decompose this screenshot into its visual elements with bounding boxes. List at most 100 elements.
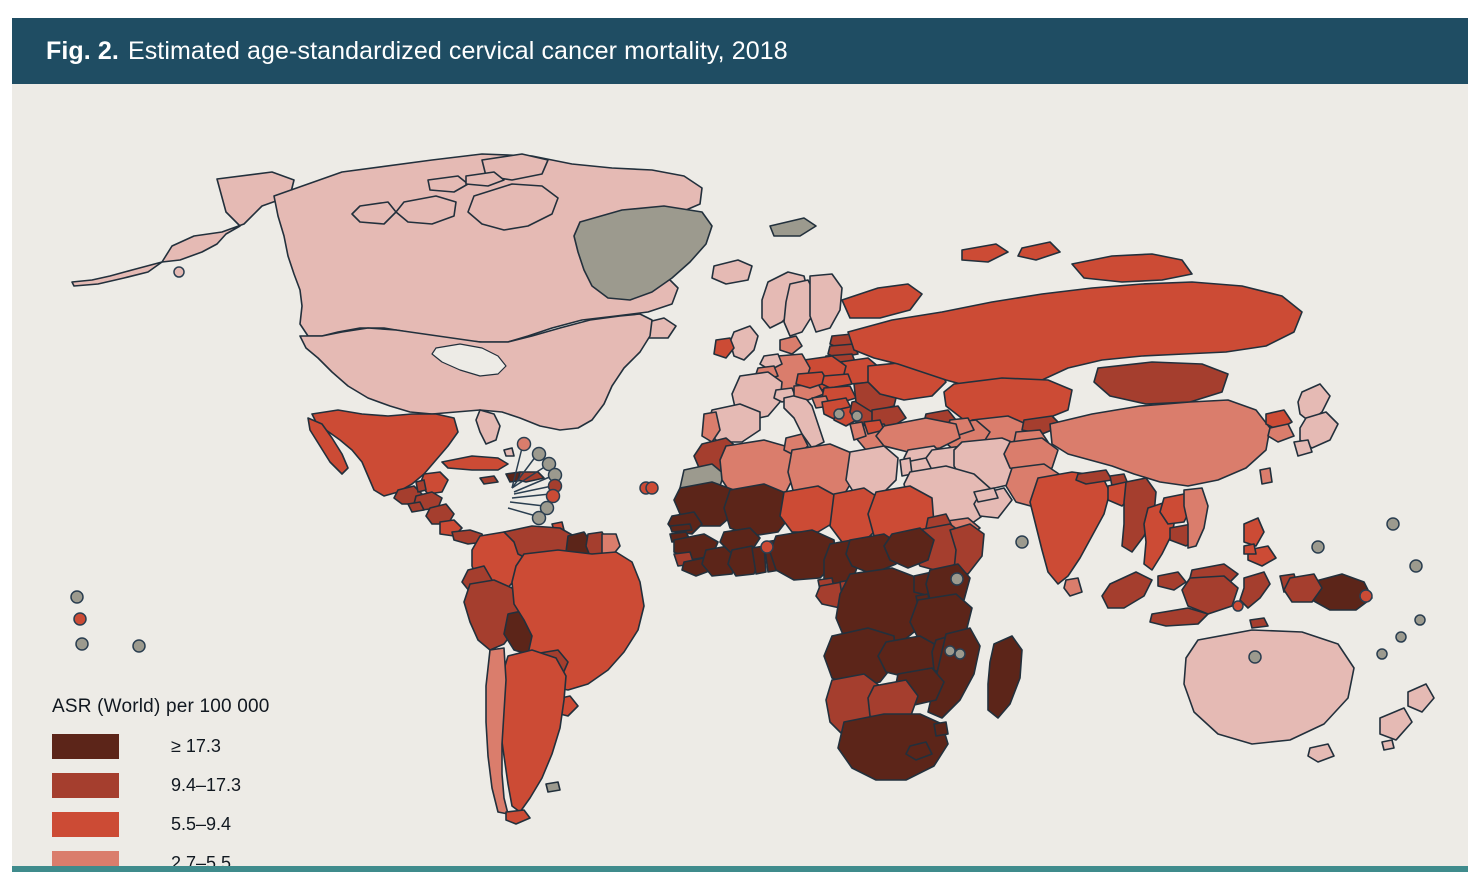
- country-myanmar: [1121, 477, 1157, 553]
- figure-title-text: Estimated age-standardized cervical canc…: [127, 36, 788, 65]
- island-marker-newcaledonia: [1376, 648, 1388, 660]
- island-marker-2: [531, 446, 547, 462]
- island-marker-solomon: [1359, 589, 1373, 603]
- country-nepal: [1075, 469, 1113, 485]
- island-marker-1: [516, 436, 532, 452]
- bottom-accent-line: [12, 866, 1468, 872]
- country-russia-far-north: [1071, 253, 1193, 283]
- island-marker-3: [541, 456, 557, 472]
- figure-header-bar: Fig. 2. Estimated age-standardized cervi…: [12, 18, 1468, 84]
- island-marker-pacific-2: [73, 612, 87, 626]
- country-japan-kyushu: [1293, 439, 1313, 457]
- legend-swatch-1: [52, 734, 119, 759]
- country-indonesia-borneo: [1181, 575, 1239, 615]
- country-gambia: [669, 523, 693, 533]
- country-angola: [823, 627, 897, 689]
- island-marker-8: [531, 510, 547, 526]
- island-marker-7: [539, 500, 555, 516]
- country-baffin-island: [467, 183, 559, 231]
- country-denmark: [779, 335, 803, 355]
- country-russia-arctic-isle: [961, 243, 1009, 263]
- country-philippines: [1243, 517, 1265, 547]
- island-marker-seychelles: [950, 572, 964, 586]
- country-south-africa: [837, 713, 949, 781]
- figure-number: Fig. 2.: [46, 36, 119, 65]
- country-ireland: [713, 337, 735, 359]
- country-aleutians: [71, 261, 163, 287]
- country-russia-kola: [841, 283, 923, 319]
- country-great-lakes: [431, 343, 507, 377]
- caribbean-island-markers: [516, 436, 563, 526]
- country-baja-california: [307, 417, 349, 475]
- country-mexico: [311, 409, 459, 497]
- island-marker-corsica: [833, 408, 845, 420]
- country-togo: [751, 545, 767, 575]
- country-russian-federation: [847, 281, 1303, 391]
- country-indonesia-sulawesi: [1239, 571, 1271, 609]
- country-new-zealand-north: [1407, 683, 1435, 713]
- legend-swatch-2: [52, 773, 119, 798]
- country-uae: [973, 487, 999, 503]
- island-marker-maldives: [1015, 535, 1029, 549]
- country-florida: [475, 409, 501, 445]
- country-russia-arctic-isle2: [1017, 241, 1061, 261]
- country-japan-honshu: [1299, 411, 1339, 449]
- country-chad: [829, 487, 883, 543]
- country-west-papua: [1283, 573, 1323, 603]
- country-portugal: [701, 411, 721, 443]
- caribbean-leader-lines: [507, 447, 553, 517]
- island-marker-micronesia: [1386, 517, 1400, 531]
- country-chile: [485, 647, 509, 815]
- country-sri-lanka: [1063, 577, 1083, 597]
- world-choropleth-map: [12, 84, 1468, 868]
- map-panel: ASR (World) per 100 000 ≥ 17.3 9.4–17.3 …: [12, 84, 1468, 868]
- island-marker-bering: [173, 266, 185, 278]
- island-marker-cape-verde: [645, 481, 659, 495]
- country-egypt: [845, 445, 899, 497]
- island-marker-marshall: [1409, 559, 1423, 573]
- country-indonesia-sumatra: [1101, 571, 1153, 609]
- island-marker-guam: [1311, 540, 1325, 554]
- legend-swatch-4: [52, 851, 119, 868]
- country-el-salvador: [407, 501, 425, 513]
- country-bahamas: [503, 447, 515, 457]
- island-marker-oceania-1: [1248, 650, 1262, 664]
- map-legend: ASR (World) per 100 000 ≥ 17.3 9.4–17.3 …: [52, 696, 692, 868]
- legend-row-3: 5.5–9.4: [52, 809, 692, 840]
- country-greenland: [573, 205, 713, 301]
- island-nz-stewart: [1381, 739, 1395, 751]
- country-timor-leste: [1249, 617, 1269, 629]
- country-china: [1049, 399, 1271, 487]
- country-turkey: [875, 417, 961, 453]
- island-marker-pacific-1: [70, 590, 84, 604]
- country-tierra-del-fuego: [505, 809, 531, 825]
- country-netherlands: [759, 353, 783, 371]
- island-marker-pacific-4: [132, 639, 146, 653]
- island-marker-bali: [1232, 600, 1244, 612]
- country-albania: [849, 421, 867, 441]
- country-australia: [1183, 629, 1355, 745]
- country-malaysia: [1157, 571, 1187, 591]
- island-marker-fiji: [1414, 614, 1426, 626]
- country-nigeria: [769, 529, 837, 581]
- country-indonesia-java: [1149, 607, 1209, 627]
- country-ghana: [727, 545, 761, 577]
- legend-row-2: 9.4–17.3: [52, 770, 692, 801]
- country-mali: [723, 483, 793, 537]
- country-czechia: [795, 371, 829, 389]
- island-marker-mauritius: [954, 648, 966, 660]
- country-somalia: [949, 523, 985, 575]
- country-niger: [779, 485, 841, 533]
- island-svalbard-shape: [769, 217, 817, 237]
- country-arctic-isle-b: [465, 171, 505, 187]
- country-taiwan: [1259, 467, 1273, 485]
- country-arctic-isle-a: [427, 175, 469, 193]
- country-south-korea: [1267, 423, 1295, 443]
- legend-row-4: 2.7–5.5: [52, 848, 692, 868]
- small-island-markers: [70, 224, 1426, 664]
- island-marker-vanuatu: [1395, 631, 1407, 643]
- island-marker-comoros: [944, 645, 956, 657]
- country-victoria-island: [395, 195, 457, 225]
- legend-swatch-3: [52, 812, 119, 837]
- country-iceland: [711, 259, 753, 285]
